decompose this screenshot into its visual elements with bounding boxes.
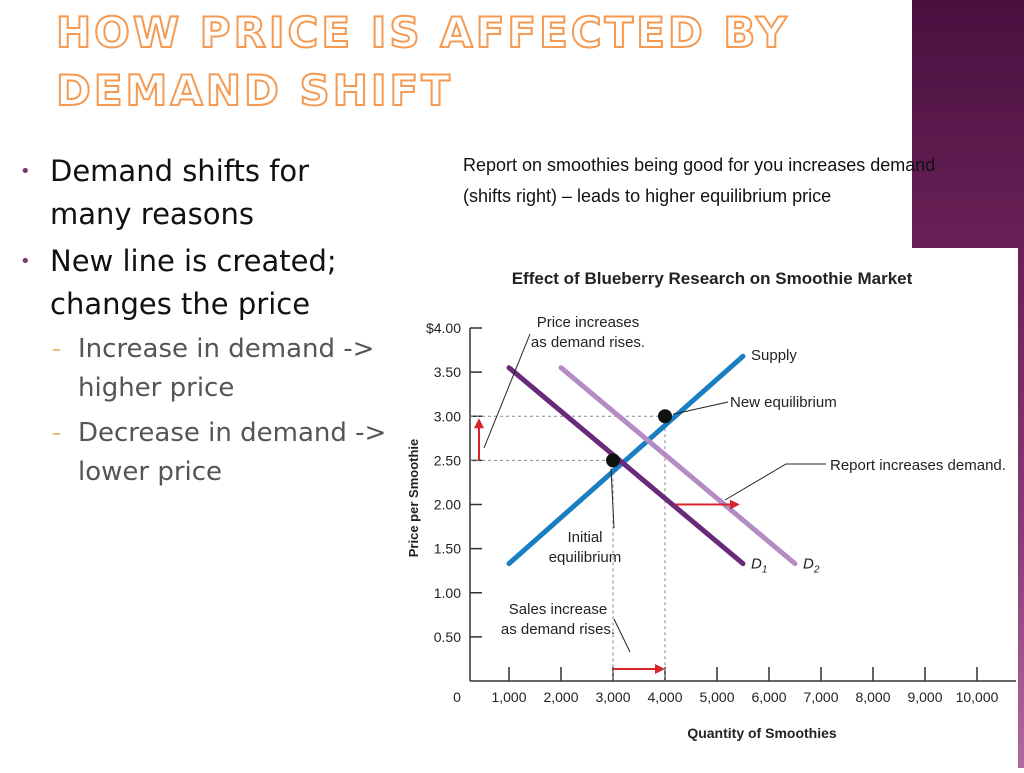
x-tick-label: 6,000 [751,689,786,705]
sub-bullet-dash-icon: – [52,339,61,360]
supply-demand-chart: Effect of Blueberry Research on Smoothie… [406,269,1016,741]
y-tick-label: 3.50 [434,364,461,380]
x-tick-label: 10,000 [956,689,999,705]
bullet-list: • Demand shifts for many reasons • New l… [14,150,389,498]
series-label-d2: D2 [803,556,820,576]
y-tick-label: 0.50 [434,629,461,645]
y-tick-label: 1.50 [434,541,461,557]
bullet-text: New line is created; changes the price [50,244,337,321]
chart-panel: Effect of Blueberry Research on Smoothie… [394,248,1018,768]
series-label-supply: Supply [751,347,797,364]
bullet-text: Demand shifts for many reasons [50,154,310,231]
annotation-leader-line [672,401,729,415]
y-tick-label: 2.00 [434,497,461,513]
x-tick-label: 9,000 [907,689,942,705]
bullet-dot-icon: • [20,251,31,272]
annotation-sales-increase: as demand rises. [501,621,615,638]
annotation-sales-increase: Sales increase [509,601,607,618]
x-axis-label: Quantity of Smoothies [687,725,837,741]
x-tick-label: 3,000 [595,689,630,705]
y-tick-label: $4.00 [426,320,461,336]
y-tick-label: 1.00 [434,585,461,601]
sub-bullet-item: – Increase in demand -> higher price [14,330,389,408]
sub-bullet-item: – Decrease in demand -> lower price [14,414,389,492]
bullet-item: • New line is created; changes the price [14,240,389,326]
y-axis-label: Price per Smoothie [406,439,421,557]
x-tick-label: 7,000 [803,689,838,705]
sub-bullet-text: Decrease in demand -> lower price [78,418,387,487]
series-line-d1 [506,365,746,567]
annotation-initial-equilibrium: equilibrium [549,549,622,566]
equilibrium-point [658,409,672,424]
annotation-report-increases-demand: Report increases demand. [830,457,1006,474]
series-line-d2 [558,365,798,567]
x-tick-label: 1,000 [491,689,526,705]
y-tick-label: 2.50 [434,452,461,468]
annotation-leader-line [613,618,631,653]
slide-title: How Price is Affected by Demand Shift [55,7,790,116]
x-tick-label: 5,000 [699,689,734,705]
y-tick-label: 3.00 [434,408,461,424]
bullet-item: • Demand shifts for many reasons [14,150,389,236]
chart-title: Effect of Blueberry Research on Smoothie… [512,269,913,288]
annotation-leader-line [483,333,531,449]
bullet-dot-icon: • [20,161,31,182]
x-tick-label: 0 [453,689,461,705]
annotation-new-equilibrium: New equilibrium [730,394,837,411]
sub-bullet-text: Increase in demand -> higher price [78,334,375,403]
annotation-price-increase: as demand rises. [531,334,645,351]
equilibrium-point [606,453,620,468]
x-tick-label: 4,000 [647,689,682,705]
series-label-d1: D1 [751,556,767,576]
sub-bullet-dash-icon: – [52,423,61,444]
annotation-leader-line [724,463,826,501]
chart-caption: Report on smoothies being good for you i… [463,155,936,206]
x-tick-label: 2,000 [543,689,578,705]
x-tick-label: 8,000 [855,689,890,705]
series-line-supply [506,353,746,567]
annotation-initial-equilibrium: Initial [567,529,602,546]
annotation-leader-line [610,468,615,529]
annotation-price-increase: Price increases [537,314,640,331]
